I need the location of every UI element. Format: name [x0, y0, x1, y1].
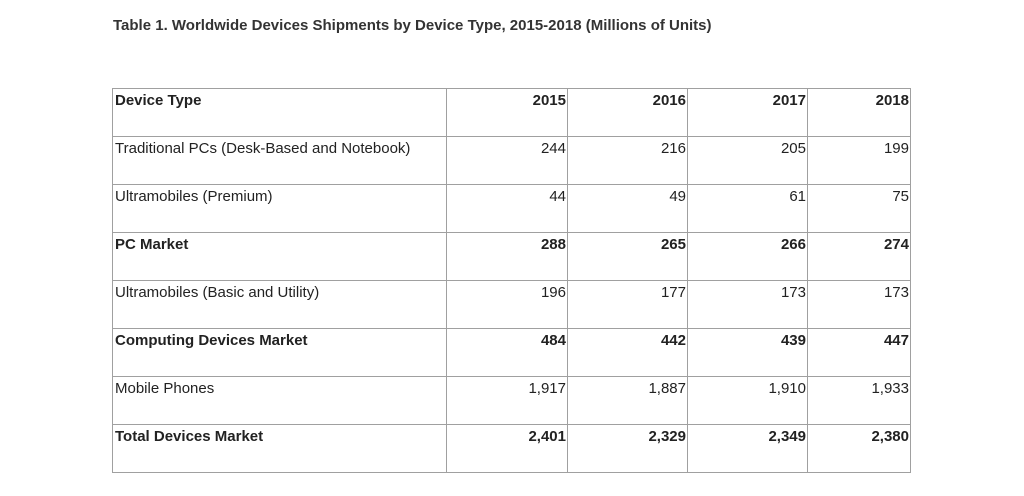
value-cell: 274 — [807, 232, 911, 281]
value-cell: 1,887 — [567, 376, 688, 425]
value-cell: 216 — [567, 136, 688, 185]
value-cell: 75 — [807, 184, 911, 233]
table-row: PC Market 288 265 266 274 — [112, 232, 911, 281]
value-cell: 2,401 — [446, 424, 568, 473]
label-cell: Traditional PCs (Desk-Based and Notebook… — [112, 136, 447, 185]
value-cell: 61 — [687, 184, 808, 233]
header-cell: 2017 — [687, 88, 808, 137]
table-row: Ultramobiles (Premium) 44 49 61 75 — [112, 184, 911, 233]
value-cell: 1,917 — [446, 376, 568, 425]
table-row: Ultramobiles (Basic and Utility) 196 177 17… — [112, 280, 911, 329]
value-cell: 447 — [807, 328, 911, 377]
header-cell: 2016 — [567, 88, 688, 137]
label-cell: Mobile Phones — [112, 376, 447, 425]
value-cell: 44 — [446, 184, 568, 233]
value-cell: 265 — [567, 232, 688, 281]
header-cell: Device Type — [112, 88, 447, 137]
value-cell: 439 — [687, 328, 808, 377]
value-cell: 484 — [446, 328, 568, 377]
value-cell: 205 — [687, 136, 808, 185]
value-cell: 199 — [807, 136, 911, 185]
table-title: Table 1. Worldwide Devices Shipments by … — [113, 17, 712, 34]
table-row: Total Devices Market 2,401 2,329 2,349 2,380 — [112, 424, 911, 473]
label-cell: Ultramobiles (Premium) — [112, 184, 447, 233]
value-cell: 1,933 — [807, 376, 911, 425]
label-cell: Total Devices Market — [112, 424, 447, 473]
header-row: Device Type 2015 2016 2017 2018 — [112, 88, 911, 137]
header-cell: 2015 — [446, 88, 568, 137]
value-cell: 442 — [567, 328, 688, 377]
label-cell: Ultramobiles (Basic and Utility) — [112, 280, 447, 329]
table-body: Device Type 2015 2016 2017 2018 Traditional P… — [112, 88, 911, 473]
value-cell: 177 — [567, 280, 688, 329]
value-cell: 2,349 — [687, 424, 808, 473]
data-table: Device Type 2015 2016 2017 2018 Traditional P… — [112, 88, 911, 473]
value-cell: 173 — [807, 280, 911, 329]
value-cell: 244 — [446, 136, 568, 185]
label-cell: Computing Devices Market — [112, 328, 447, 377]
label-cell: PC Market — [112, 232, 447, 281]
value-cell: 196 — [446, 280, 568, 329]
header-cell: 2018 — [807, 88, 911, 137]
value-cell: 2,380 — [807, 424, 911, 473]
table-row: Mobile Phones 1,917 1,887 1,910 1,933 — [112, 376, 911, 425]
table-row: Computing Devices Market 484 442 439 447 — [112, 328, 911, 377]
table-row: Traditional PCs (Desk-Based and Notebook… — [112, 136, 911, 185]
value-cell: 1,910 — [687, 376, 808, 425]
value-cell: 2,329 — [567, 424, 688, 473]
value-cell: 173 — [687, 280, 808, 329]
value-cell: 266 — [687, 232, 808, 281]
value-cell: 288 — [446, 232, 568, 281]
value-cell: 49 — [567, 184, 688, 233]
